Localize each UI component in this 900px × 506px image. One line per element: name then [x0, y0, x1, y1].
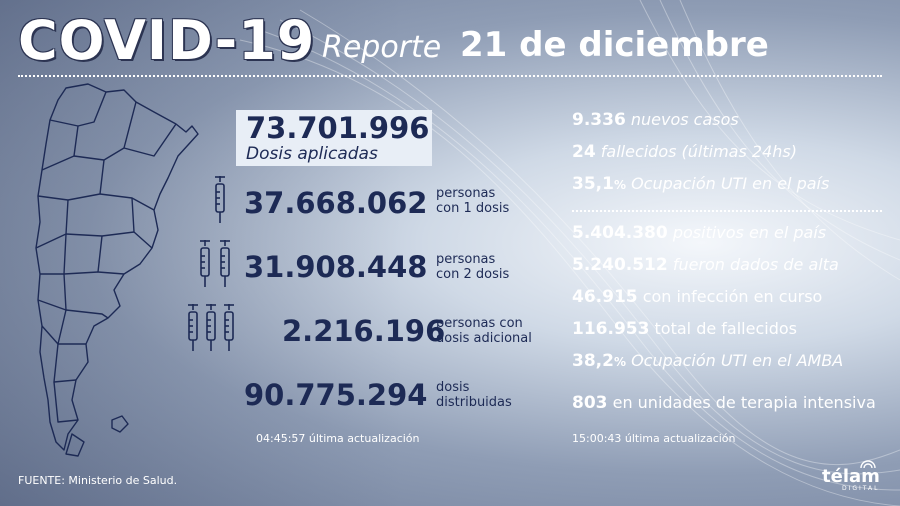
stat-value: 38,2%: [572, 351, 626, 371]
additional-dose-label-line2: dosis adicional: [436, 331, 532, 346]
header-divider: [18, 75, 882, 77]
additional-dose-label: personas con dosis adicional: [436, 316, 556, 346]
cases-updated-label: última actualización: [624, 432, 736, 445]
stat-label: nuevos casos: [630, 110, 739, 129]
distributed-label-line1: dosis: [436, 380, 470, 395]
second-dose-label-line2: con 2 dosis: [436, 267, 510, 282]
cases-updated: 15:00:43 última actualización: [572, 432, 736, 446]
stat-value: 803: [572, 393, 608, 413]
distributed-value: 90.775.294: [244, 378, 428, 412]
first-dose-value: 37.668.062: [244, 186, 428, 220]
stat-icu-units: 803 en unidades de terapia intensiva: [572, 393, 876, 413]
second-dose-label-line1: personas: [436, 252, 496, 267]
stat-label: en unidades de terapia intensiva: [612, 393, 876, 412]
distributed-label-line2: distribuidas: [436, 395, 512, 410]
stat-value: 24: [572, 142, 596, 162]
stat-label: Ocupación UTI en el país: [631, 174, 830, 193]
first-dose-label: personas con 1 dosis: [436, 186, 556, 216]
stat-value: 5.404.380: [572, 223, 668, 243]
stat-value: 5.240.512: [572, 255, 668, 275]
stat-label: total de fallecidos: [654, 319, 797, 338]
stat-value: 9.336: [572, 110, 626, 130]
vaccination-updated-label: última actualización: [308, 432, 420, 445]
distributed-label: dosis distribuidas: [436, 380, 556, 410]
total-doses-value: 73.701.996: [246, 111, 430, 145]
stat-label: positivos en el país: [672, 223, 827, 242]
telam-logo-sub: DIGITAL: [842, 485, 880, 492]
report-label: Reporte: [322, 30, 442, 65]
telam-logo: télam: [822, 466, 880, 487]
total-doses-label: Dosis aplicadas: [246, 144, 378, 164]
stat-total-deaths: 116.953 total de fallecidos: [572, 319, 797, 339]
page-title: COVID-19: [18, 9, 316, 72]
cases-updated-time: 15:00:43: [572, 432, 622, 445]
stat-discharged: 5.240.512 fueron dados de alta: [572, 255, 839, 275]
stat-uti-country: 35,1% Ocupación UTI en el país: [572, 174, 829, 195]
second-dose-value: 31.908.448: [244, 250, 428, 284]
first-dose-label-line1: personas: [436, 186, 496, 201]
report-date: 21 de diciembre: [460, 25, 769, 65]
vaccination-updated: 04:45:57 última actualización: [256, 432, 420, 446]
signal-icon: [860, 460, 876, 469]
source-note: FUENTE: Ministerio de Salud.: [18, 474, 178, 487]
stat-value: 46.915: [572, 287, 638, 307]
stat-label: con infección en curso: [642, 287, 823, 306]
stat-label: fallecidos (últimas 24hs): [600, 142, 797, 161]
additional-dose-value: 2.216.196: [282, 314, 446, 348]
argentina-map: [35, 83, 199, 457]
stat-label: fueron dados de alta: [672, 255, 839, 274]
syringe-icon: [188, 304, 234, 351]
syringe-icon: [200, 240, 230, 287]
stat-value: 35,1%: [572, 174, 626, 194]
stats-divider: [572, 210, 882, 212]
stat-value: 116.953: [572, 319, 650, 339]
syringe-icon: [215, 176, 225, 223]
stat-label: Ocupación UTI en el AMBA: [631, 351, 844, 370]
first-dose-label-line2: con 1 dosis: [436, 201, 510, 216]
stat-uti-amba: 38,2% Ocupación UTI en el AMBA: [572, 351, 843, 372]
total-doses-panel: [236, 110, 432, 166]
stat-positives: 5.404.380 positivos en el país: [572, 223, 826, 243]
stat-active-infections: 46.915 con infección en curso: [572, 287, 822, 307]
stat-new-cases: 9.336 nuevos casos: [572, 110, 739, 130]
second-dose-label: personas con 2 dosis: [436, 252, 556, 282]
vaccination-updated-time: 04:45:57: [256, 432, 306, 445]
additional-dose-label-line1: personas con: [436, 316, 523, 331]
stat-deaths-24h: 24 fallecidos (últimas 24hs): [572, 142, 797, 162]
